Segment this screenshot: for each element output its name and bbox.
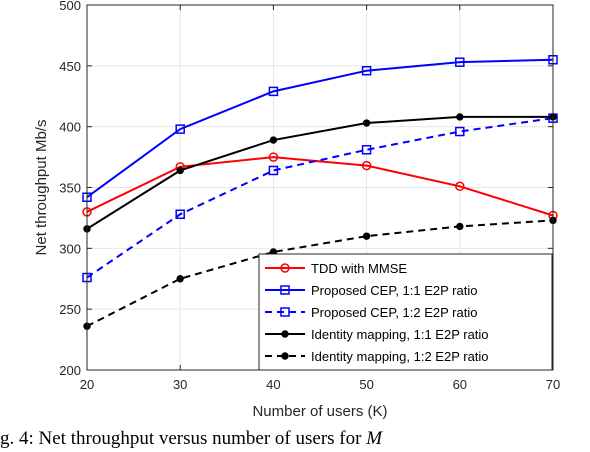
data-point [175, 209, 185, 220]
legend-entry-2: Proposed CEP, 1:1 E2P ratio [265, 283, 477, 298]
series-line [86, 156, 554, 217]
data-point [175, 124, 185, 134]
legend-label: Proposed CEP, 1:1 E2P ratio [311, 283, 477, 298]
data-point [455, 57, 465, 67]
y-tick-label: 250 [59, 302, 81, 317]
x-tick-label: 30 [173, 377, 187, 392]
x-tick-label: 60 [453, 377, 467, 392]
y-tick-label: 400 [59, 120, 81, 135]
x-tick-label: 50 [359, 377, 373, 392]
data-point [268, 152, 279, 162]
y-tick-label: 450 [59, 59, 81, 74]
x-tick-label: 70 [546, 377, 560, 392]
x-axis-label: Number of users (K) [252, 403, 387, 420]
data-point [361, 65, 372, 76]
y-tick-label: 500 [59, 0, 81, 13]
data-point [176, 166, 184, 175]
plot-area [82, 55, 558, 330]
caption-variable: M [366, 428, 383, 449]
figure-caption: g. 4: Net throughput versus number of us… [0, 428, 590, 450]
legend-label: TDD with MMSE [311, 261, 407, 276]
series-4 [83, 113, 557, 233]
series-line [86, 117, 554, 279]
data-point [362, 232, 371, 240]
data-point [269, 136, 278, 144]
data-point [456, 222, 464, 231]
legend-marker [280, 285, 290, 295]
data-point [455, 126, 465, 137]
axes: 20 30 40 50 60 70 200 250 300 350 400 450 500 Number … [33, 0, 560, 420]
y-tick-label: 350 [59, 181, 81, 196]
data-point [361, 145, 372, 155]
data-point [361, 160, 372, 171]
x-tick-label: 40 [266, 377, 280, 392]
legend-label: Identity mapping, 1:2 E2P ratio [311, 349, 489, 364]
series-line [86, 58, 554, 199]
y-tick-label: 300 [59, 241, 81, 256]
legend-entry-3: Proposed CEP, 1:2 E2P ratio [265, 305, 477, 320]
legend-label: Identity mapping, 1:1 E2P ratio [311, 327, 489, 342]
y-tick-label: 200 [59, 363, 81, 378]
legend: TDD with MMSE Proposed CEP, 1:1 E2P ratio… [258, 253, 553, 371]
legend-marker [280, 263, 290, 273]
legend-box [258, 253, 553, 371]
data-point [362, 119, 371, 127]
legend-label: Proposed CEP, 1:2 E2P ratio [311, 305, 477, 320]
data-point [268, 165, 279, 176]
legend-marker [280, 307, 290, 317]
legend-entry-5: Identity mapping, 1:2 E2P ratio [265, 349, 489, 364]
x-tick-label: 20 [80, 377, 94, 392]
data-point [268, 86, 279, 97]
legend-marker [281, 352, 289, 360]
legend-entry-4: Identity mapping, 1:1 E2P ratio [265, 327, 489, 342]
caption-text: g. 4: Net throughput versus number of us… [0, 428, 367, 449]
y-axis-label: Net throughput Mb/s [33, 120, 50, 256]
series-line [86, 219, 554, 328]
data-point [456, 113, 464, 121]
series-5 [83, 216, 557, 330]
legend-entry-1: TDD with MMSE [265, 261, 407, 276]
series-line [86, 115, 553, 230]
legend-marker [281, 330, 289, 338]
data-point [176, 275, 184, 283]
data-point [455, 181, 465, 192]
